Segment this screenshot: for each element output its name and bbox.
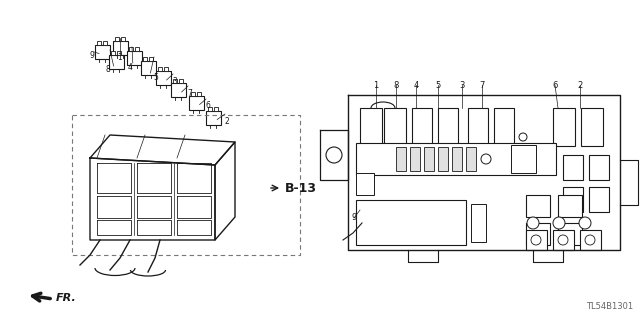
Bar	[438, 108, 458, 146]
Circle shape	[558, 235, 568, 245]
Bar	[471, 204, 486, 242]
Bar	[553, 108, 575, 146]
Bar	[109, 55, 124, 69]
Text: 9: 9	[90, 50, 95, 60]
Bar	[115, 37, 119, 41]
Text: 8: 8	[106, 65, 110, 75]
Bar	[494, 108, 514, 146]
Circle shape	[481, 154, 491, 164]
Bar	[589, 187, 609, 212]
Text: 6: 6	[205, 101, 211, 110]
Bar	[156, 71, 170, 85]
Bar	[117, 51, 121, 55]
Bar	[384, 108, 406, 146]
Text: 7: 7	[188, 90, 193, 99]
Text: 2: 2	[225, 116, 229, 125]
Text: 7: 7	[479, 80, 484, 90]
Text: 3: 3	[173, 78, 177, 86]
Bar	[526, 230, 547, 250]
Bar	[396, 147, 406, 171]
Text: B-13: B-13	[285, 182, 317, 195]
Bar	[191, 92, 195, 96]
Bar	[149, 57, 153, 61]
Bar	[553, 230, 574, 250]
Circle shape	[519, 133, 527, 141]
Bar	[466, 147, 476, 171]
Text: FR.: FR.	[56, 293, 77, 303]
Bar	[563, 187, 583, 212]
Text: 9: 9	[351, 213, 356, 222]
Bar	[111, 51, 115, 55]
Bar	[438, 147, 448, 171]
Text: 4: 4	[127, 63, 132, 72]
Bar	[581, 108, 603, 146]
Bar	[164, 67, 168, 71]
Bar	[189, 96, 204, 110]
Bar	[360, 108, 382, 146]
Bar	[129, 47, 133, 51]
Bar	[580, 230, 601, 250]
Circle shape	[531, 235, 541, 245]
Bar	[141, 61, 156, 75]
Text: 6: 6	[552, 80, 557, 90]
Bar	[424, 147, 434, 171]
Bar	[214, 107, 218, 111]
Bar	[452, 147, 462, 171]
Text: 2: 2	[577, 80, 582, 90]
Bar	[121, 37, 125, 41]
Bar	[356, 173, 374, 195]
Bar	[143, 57, 147, 61]
Circle shape	[553, 217, 565, 229]
Bar	[356, 200, 466, 245]
Bar	[135, 47, 139, 51]
Bar	[97, 41, 101, 45]
Bar	[208, 107, 212, 111]
Bar	[127, 51, 141, 65]
Bar	[412, 108, 432, 146]
Text: 5: 5	[154, 73, 159, 83]
Text: 1: 1	[373, 80, 379, 90]
Circle shape	[527, 217, 539, 229]
Text: TL54B1301: TL54B1301	[586, 302, 634, 311]
Bar	[103, 41, 107, 45]
Bar	[356, 211, 368, 223]
Bar	[170, 83, 186, 97]
Bar	[205, 111, 221, 125]
Bar	[158, 67, 162, 71]
Text: 5: 5	[435, 80, 440, 90]
Bar	[356, 143, 556, 175]
Circle shape	[579, 217, 591, 229]
Bar	[589, 155, 609, 180]
Text: 4: 4	[413, 80, 419, 90]
Bar	[197, 92, 201, 96]
Bar	[511, 145, 536, 173]
Bar	[410, 147, 420, 171]
Text: 1: 1	[118, 54, 122, 63]
Text: 8: 8	[394, 80, 399, 90]
Bar	[95, 45, 109, 59]
Bar	[113, 41, 127, 55]
Bar	[563, 155, 583, 180]
Circle shape	[585, 235, 595, 245]
Circle shape	[326, 147, 342, 163]
Bar	[558, 223, 582, 245]
Text: 3: 3	[460, 80, 465, 90]
Bar	[179, 79, 183, 83]
Bar	[526, 223, 550, 245]
Bar	[468, 108, 488, 146]
Bar	[558, 195, 582, 217]
Bar	[526, 195, 550, 217]
Bar	[173, 79, 177, 83]
